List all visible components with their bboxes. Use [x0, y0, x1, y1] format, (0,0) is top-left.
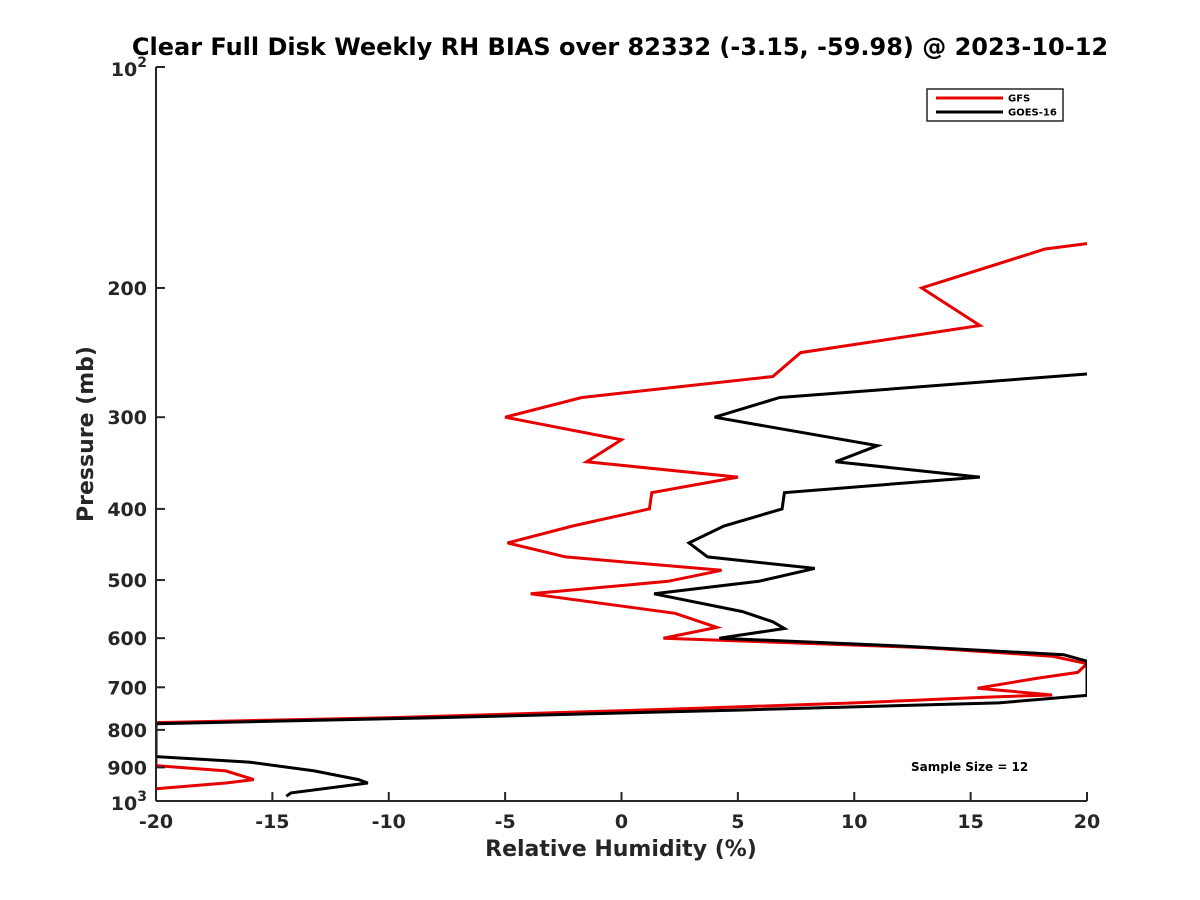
chart-title: Clear Full Disk Weekly RH BIAS over 8233…	[132, 33, 1108, 61]
x-axis-label: Relative Humidity (%)	[485, 837, 757, 862]
legend: GFS GOES-16	[926, 88, 1064, 122]
y-axis-label: Pressure (mb)	[74, 346, 99, 522]
y-tick-label: 500	[107, 570, 147, 592]
x-tick-label: 5	[731, 811, 744, 833]
y-tick-label: 800	[107, 720, 147, 742]
y-tick-label: 600	[107, 628, 147, 650]
x-ticks: -20 -15 -10 -5 0 5 10 15 20	[139, 792, 1100, 833]
x-tick-label: -10	[372, 811, 406, 833]
y-tick-label: 400	[107, 499, 147, 521]
x-tick-label: 0	[615, 811, 628, 833]
x-tick-label: -15	[255, 811, 289, 833]
x-tick-label: 10	[841, 811, 867, 833]
y-tick-label: 700	[107, 677, 147, 699]
series-layer	[156, 242, 1087, 798]
y-tick-label: 102	[111, 55, 147, 81]
y-tick-label: 300	[107, 407, 147, 429]
x-tick-label: -5	[495, 811, 516, 833]
legend-label-gfs: GFS	[1008, 94, 1030, 105]
y-ticks: 102 200 300 400 500 600 700 800 900 103	[107, 55, 165, 815]
y-tick-label: 200	[107, 278, 147, 300]
series-line-goes-16	[156, 372, 1087, 798]
series-line-gfs	[156, 242, 1087, 791]
y-tick-label: 900	[107, 757, 147, 779]
legend-box	[926, 88, 1064, 122]
x-tick-label: 20	[1074, 811, 1100, 833]
x-tick-label: -20	[139, 811, 173, 833]
x-tick-label: 15	[957, 811, 983, 833]
y-tick-label: 103	[111, 789, 147, 815]
sample-size-annotation: Sample Size = 12	[911, 760, 1028, 774]
legend-label-goes16: GOES-16	[1008, 108, 1057, 119]
